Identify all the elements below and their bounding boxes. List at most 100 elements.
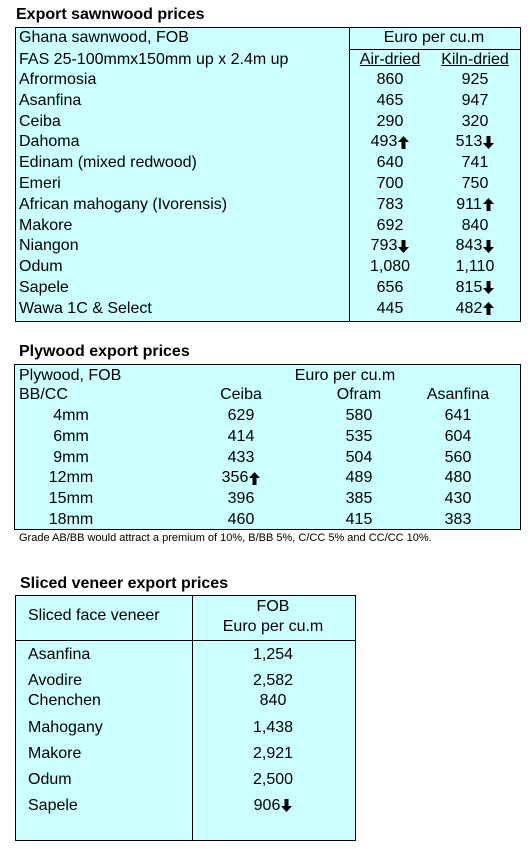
sawnwood-species: Emeri (19, 174, 61, 194)
veneer-column-divider (192, 596, 193, 840)
sawnwood-air-dried-price: 860 (351, 70, 429, 90)
sawnwood-air-dried-price-text: 783 (376, 195, 404, 213)
sawnwood-kiln-dried-price-text: 840 (461, 216, 489, 234)
sawnwood-air-dried-price: 692 (351, 216, 429, 236)
sawnwood-air-dried-price: 465 (351, 91, 429, 111)
sawnwood-title: Export sawnwood prices (16, 6, 205, 23)
plywood-col-ceiba: Ceiba (220, 386, 262, 403)
sawnwood-col-air-dried: Air-dried (359, 51, 421, 68)
veneer-species-text: Makore (28, 745, 82, 762)
plywood-price-text: 414 (227, 427, 255, 445)
plywood-price: 433 (206, 448, 276, 468)
plywood-unit-header: Euro per cu.m (294, 367, 396, 384)
sawnwood-kiln-dried-price: 320 (434, 112, 516, 132)
veneer-price-text: 906 (253, 797, 281, 814)
sawnwood-species: Wawa 1C & Select (19, 299, 152, 319)
sawnwood-kiln-dried-price: 843 (434, 236, 516, 256)
plywood-price-text: 629 (227, 407, 255, 424)
plywood-price: 414 (206, 427, 276, 447)
sawnwood-kiln-dried-price-text: 513 (455, 133, 483, 151)
sawnwood-kiln-dried-price-text: 1,110 (455, 258, 495, 276)
sawnwood-air-dried-price: 290 (351, 112, 429, 132)
sawnwood-species: Ceiba (19, 112, 61, 132)
veneer-price-text: 1,254 (252, 646, 294, 663)
sawnwood-species-text: Emeri (19, 175, 61, 192)
sawnwood-species-text: Asanfina (19, 91, 82, 109)
veneer-species: Odum (28, 770, 72, 790)
sawnwood-air-dried-price: 640 (351, 153, 429, 173)
plywood-price: 641 (418, 406, 498, 426)
plywood-price: 460 (206, 510, 276, 530)
sawnwood-air-dried-price-text: 445 (376, 299, 404, 317)
plywood-price: 396 (206, 489, 276, 509)
sawnwood-species: Edinam (mixed redwood) (19, 153, 197, 173)
plywood-price: 489 (324, 468, 394, 488)
plywood-thickness-text: 15mm (48, 490, 94, 508)
sawnwood-table (15, 27, 521, 322)
arrow-up-icon (249, 471, 261, 485)
veneer-price: 1,254 (192, 645, 354, 665)
sawnwood-kiln-dried-price-text: 750 (461, 175, 489, 192)
plywood-price-text: 396 (227, 490, 255, 508)
sawnwood-kiln-dried-price-text: 843 (455, 237, 483, 255)
arrow-down-icon (281, 799, 293, 813)
veneer-species: Sapele (28, 796, 78, 816)
sawnwood-species: Makore (19, 216, 72, 236)
plywood-price-text: 489 (345, 469, 373, 487)
plywood-header-grade: BB/CC (19, 386, 68, 403)
sawnwood-kiln-dried-price-text: 320 (461, 112, 489, 130)
sawnwood-air-dried-price-text: 656 (376, 279, 404, 296)
plywood-thickness: 4mm (44, 406, 98, 426)
sawnwood-air-dried-price: 783 (351, 195, 429, 215)
veneer-species: Chenchen (28, 691, 101, 711)
arrow-up-icon (483, 302, 495, 316)
plywood-price-text: 460 (227, 511, 255, 528)
sawnwood-species: Afrormosia (19, 70, 96, 90)
sawnwood-header-rule (349, 49, 520, 50)
veneer-species-text: Sapele (28, 797, 78, 814)
plywood-thickness: 12mm (44, 468, 98, 488)
veneer-price: 906 (192, 796, 354, 816)
veneer-header-fob: FOB (256, 598, 290, 615)
sawnwood-species-text: Odum (19, 258, 63, 276)
plywood-price-text: 504 (345, 448, 373, 466)
veneer-title: Sliced veneer export prices (20, 575, 229, 592)
sawnwood-species-text: Wawa 1C & Select (19, 299, 152, 317)
plywood-price: 415 (324, 510, 394, 530)
veneer-price-text: 840 (259, 692, 287, 709)
sawnwood-unit-header: Euro per cu.m (383, 29, 485, 46)
sawnwood-species-text: African mahogany (Ivorensis) (19, 195, 228, 213)
veneer-species-text: Asanfina (28, 646, 91, 663)
arrow-down-icon (398, 239, 410, 253)
sawnwood-kiln-dried-price: 482 (434, 299, 516, 319)
sawnwood-species: Sapele (19, 278, 69, 298)
sawnwood-header-spec: FAS 25-100mmx150mm up x 2.4m up (19, 51, 289, 68)
plywood-grade-note: Grade AB/BB would attract a premium of 1… (19, 532, 432, 544)
sawnwood-kiln-dried-price-text: 911 (456, 195, 482, 213)
plywood-price-text: 480 (444, 469, 472, 487)
sawnwood-kiln-dried-price: 947 (434, 91, 516, 111)
plywood-price: 385 (324, 489, 394, 509)
sawnwood-header-product: Ghana sawnwood, FOB (19, 29, 189, 46)
plywood-thickness-text: 12mm (48, 469, 94, 487)
plywood-price-text: 430 (444, 490, 472, 508)
plywood-thickness-text: 9mm (53, 448, 89, 466)
plywood-thickness-text: 18mm (48, 511, 94, 528)
veneer-header-product: Sliced face veneer (28, 607, 160, 624)
sawnwood-kiln-dried-price-text: 815 (455, 279, 483, 296)
sawnwood-species-text: Afrormosia (19, 71, 97, 88)
sawnwood-air-dried-price: 656 (351, 278, 429, 298)
sawnwood-kiln-dried-price-text: 482 (455, 299, 483, 317)
sawnwood-species-text: Ceiba (19, 112, 61, 130)
plywood-thickness-text: 4mm (53, 407, 89, 424)
veneer-header-unit: Euro per cu.m (222, 618, 324, 635)
veneer-species: Avodire (28, 671, 82, 691)
plywood-col-asanfina: Asanfina (426, 386, 490, 403)
sawnwood-species-text: Edinam (mixed redwood) (19, 154, 197, 172)
sawnwood-kiln-dried-price-text: 947 (461, 91, 489, 109)
veneer-price: 840 (192, 691, 354, 711)
veneer-price-text: 2,582 (252, 672, 294, 689)
sawnwood-species-text: Dahoma (19, 133, 80, 151)
plywood-thickness-text: 6mm (53, 427, 89, 445)
sawnwood-air-dried-price: 700 (351, 174, 429, 194)
